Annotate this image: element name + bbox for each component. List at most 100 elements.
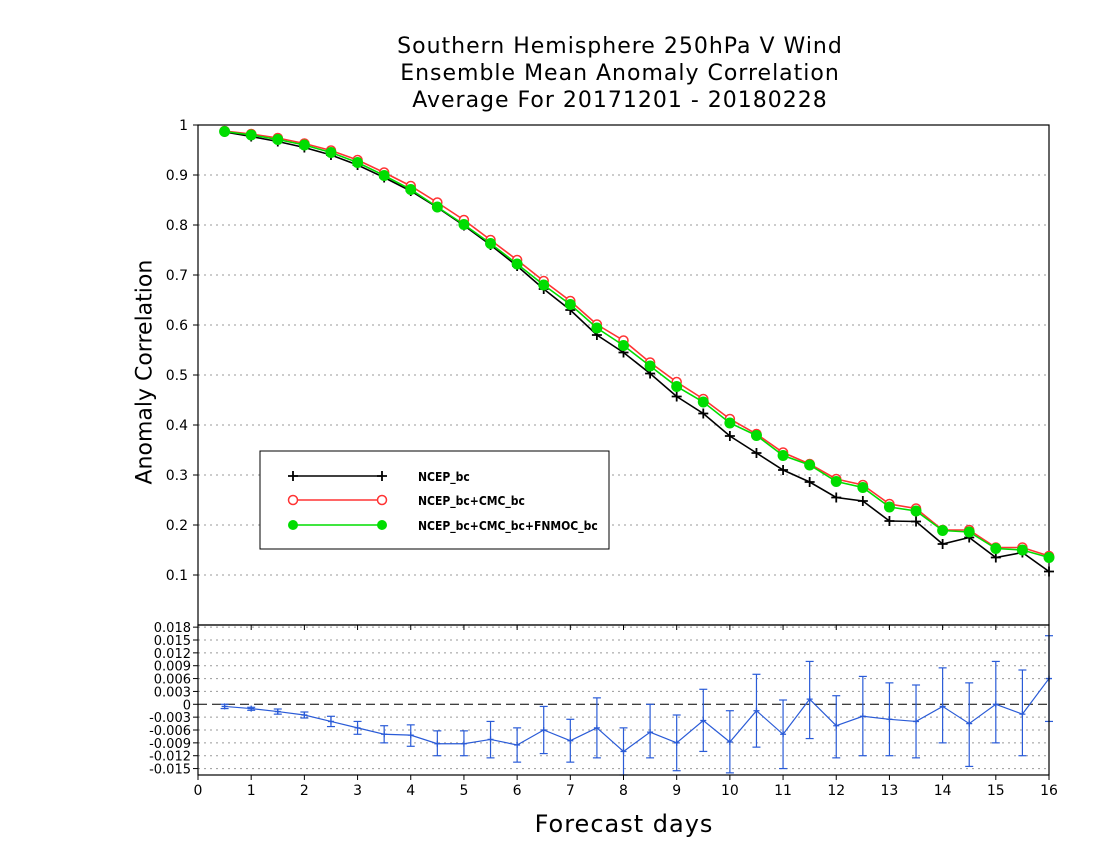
diff-y-tick-label: 0.006 [154, 673, 191, 688]
main-y-tick-label: 0.3 [166, 468, 188, 484]
series-point-ncep-bc-cmc-bc-fnmoc-bc [937, 525, 949, 536]
x-tick-label: 14 [934, 783, 952, 799]
diff-y-tick-label: 0.003 [154, 685, 191, 700]
series-point-ncep-bc-cmc-bc-fnmoc-bc [830, 476, 842, 487]
difference-point [1019, 711, 1026, 718]
x-tick-label: 4 [406, 783, 415, 799]
series-point-ncep-bc-cmc-bc-fnmoc-bc [219, 126, 231, 137]
series-point-ncep-bc-cmc-bc-fnmoc-bc [963, 526, 975, 538]
difference-point [540, 727, 547, 733]
x-tick-label: 2 [300, 783, 309, 799]
diff-y-tick-label: 0.015 [154, 634, 191, 649]
x-tick-label: 1 [247, 783, 256, 799]
series-point-ncep-bc-cmc-bc-fnmoc-bc [804, 459, 816, 471]
difference-point [673, 739, 680, 746]
difference-point [221, 703, 228, 710]
chart-title-line-1: Southern Hemisphere 250hPa V Wind [397, 34, 843, 59]
x-tick-label: 0 [194, 783, 203, 799]
series-point-ncep-bc [857, 496, 868, 506]
main-y-tick-label: 0.8 [166, 218, 188, 234]
x-tick-label: 6 [513, 783, 522, 799]
main-y-tick-label: 0.9 [166, 168, 188, 184]
difference-point [806, 696, 813, 703]
series-point-ncep-bc-cmc-bc-fnmoc-bc [511, 258, 523, 270]
series-point-ncep-bc-cmc-bc-fnmoc-bc [325, 147, 337, 158]
series-point-ncep-bc-cmc-bc-fnmoc-bc [644, 360, 656, 372]
series-point-ncep-bc [804, 477, 815, 487]
main-y-tick-label: 0.4 [166, 418, 188, 434]
legend-marker-filled-circle [377, 520, 387, 530]
diff-y-tick-label: 0 [183, 698, 191, 713]
series-point-ncep-bc-cmc-bc-fnmoc-bc [405, 184, 417, 195]
x-tick-label: 12 [827, 783, 845, 799]
series-point-ncep-bc-cmc-bc-fnmoc-bc [910, 505, 922, 517]
series-point-ncep-bc [937, 539, 948, 549]
x-axis-label: Forecast days [534, 810, 714, 838]
series-point-ncep-bc-cmc-bc-fnmoc-bc [750, 430, 762, 441]
x-tick-label: 3 [353, 783, 362, 799]
series-point-ncep-bc [751, 448, 762, 458]
x-tick-label: 9 [672, 783, 681, 799]
x-tick-label: 10 [721, 783, 739, 799]
series-point-ncep-bc-cmc-bc-fnmoc-bc [618, 340, 629, 351]
difference-point [859, 713, 866, 720]
series-point-ncep-bc-cmc-bc-fnmoc-bc [272, 134, 284, 145]
series-point-ncep-bc [911, 516, 922, 527]
main-y-tick-label: 0.5 [166, 368, 188, 384]
difference-point [381, 731, 388, 738]
series-point-ncep-bc [671, 391, 682, 402]
series-point-ncep-bc-cmc-bc-fnmoc-bc [724, 417, 736, 429]
difference-point [833, 722, 840, 729]
series-point-ncep-bc-cmc-bc-fnmoc-bc [1043, 552, 1055, 563]
series-point-ncep-bc-cmc-bc-fnmoc-bc [990, 543, 1002, 554]
series-point-ncep-bc-cmc-bc-fnmoc-bc [458, 219, 470, 230]
legend-marker-plus [377, 471, 387, 481]
series-point-ncep-bc-cmc-bc-fnmoc-bc [298, 139, 310, 151]
series-point-ncep-bc-cmc-bc-fnmoc-bc [564, 299, 576, 310]
series-point-ncep-bc-cmc-bc-fnmoc-bc [378, 170, 390, 181]
main-y-tick-label: 0.2 [166, 518, 188, 534]
series-point-ncep-bc [1044, 566, 1054, 577]
series-point-ncep-bc [884, 516, 895, 526]
series-point-ncep-bc-cmc-bc-fnmoc-bc [777, 450, 789, 461]
series-point-ncep-bc-cmc-bc-fnmoc-bc [883, 501, 895, 513]
difference-point [407, 732, 414, 739]
diff-y-tick-label: -0.015 [149, 763, 191, 778]
difference-point [487, 736, 494, 743]
x-tick-label: 7 [566, 783, 575, 799]
series-point-ncep-bc-cmc-bc-fnmoc-bc [485, 238, 497, 249]
series-point-ncep-bc-cmc-bc-fnmoc-bc [352, 157, 364, 168]
main-y-tick-label: 1 [179, 118, 188, 134]
difference-point [593, 724, 600, 731]
x-tick-label: 16 [1040, 783, 1058, 799]
series-point-ncep-bc-cmc-bc-fnmoc-bc [431, 201, 443, 213]
diff-y-tick-label: -0.006 [149, 724, 191, 739]
difference-point [647, 729, 654, 736]
x-tick-label: 15 [987, 783, 1005, 799]
series-point-ncep-bc [831, 492, 842, 503]
legend-label-1: NCEP_bc+CMC_bc [418, 494, 525, 509]
diff-y-tick-label: -0.009 [149, 737, 191, 752]
difference-line [224, 678, 1050, 753]
diff-y-tick-label: 0.012 [154, 647, 191, 662]
series-point-ncep-bc-cmc-bc-fnmoc-bc [671, 381, 683, 392]
chart-title-line-3: Average For 20171201 - 20180228 [412, 88, 828, 113]
chart-title-line-2: Ensemble Mean Anomaly Correlation [400, 61, 840, 86]
difference-point [992, 701, 999, 708]
legend-marker-plus [288, 471, 298, 481]
x-tick-label: 8 [619, 783, 628, 799]
diff-y-tick-label: 0.018 [154, 621, 191, 636]
difference-point [301, 712, 308, 718]
main-y-tick-label: 0.1 [166, 568, 188, 584]
x-tick-label: 13 [881, 783, 899, 799]
series-point-ncep-bc-cmc-bc-fnmoc-bc [1016, 544, 1028, 556]
legend-label-0: NCEP_bc [418, 470, 470, 485]
difference-point [966, 720, 973, 727]
series-point-ncep-bc [778, 465, 789, 475]
diff-y-tick-label: -0.012 [149, 750, 191, 765]
difference-point [274, 708, 281, 715]
main-y-tick-label: 0.6 [166, 318, 188, 334]
difference-point [780, 731, 787, 738]
difference-point [327, 718, 334, 725]
